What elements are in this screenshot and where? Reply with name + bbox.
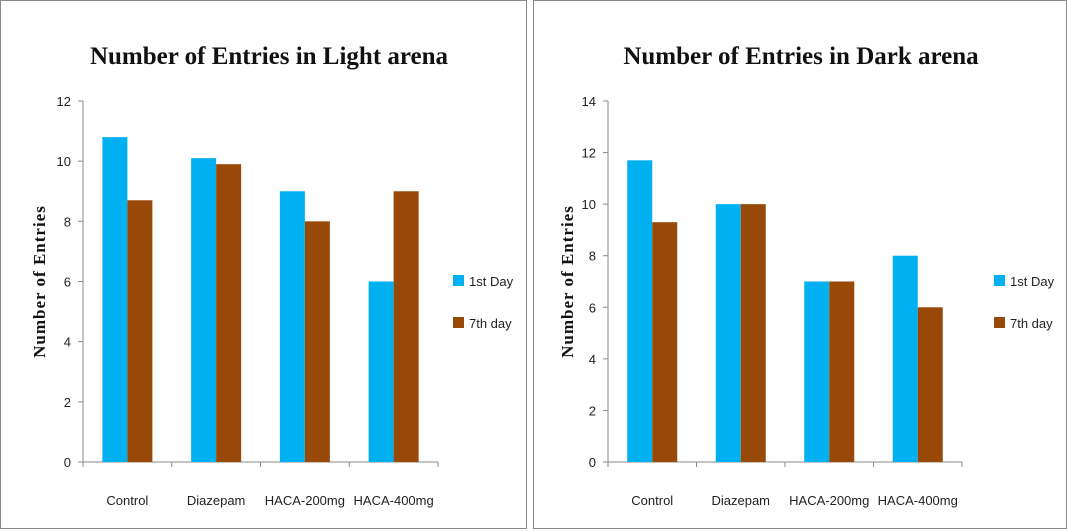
bar-1st-day	[102, 137, 128, 462]
chart-title: Number of Entries in Light arena	[90, 43, 449, 70]
legend-label: 1st Day	[1010, 274, 1055, 289]
x-tick-label: Control	[631, 493, 673, 508]
bar-7th-day	[304, 221, 330, 462]
y-axis-label: Number of Entries	[558, 205, 577, 358]
bar-1st-day	[191, 158, 217, 463]
y-tick-label: 6	[64, 275, 71, 290]
y-tick-label: 8	[64, 214, 71, 229]
y-tick-label: 0	[589, 455, 596, 470]
bar-7th-day	[917, 307, 943, 462]
y-tick-label: 0	[64, 455, 71, 470]
chart-panel-light: Number of Entries in Light arena Number o…	[0, 0, 527, 529]
bar-1st-day	[892, 255, 918, 462]
bar-7th-day	[740, 204, 766, 462]
x-tick-label: Diazepam	[711, 493, 770, 508]
bar-7th-day	[127, 200, 153, 462]
legend-label: 7th day	[1010, 316, 1053, 331]
legend-swatch	[453, 275, 464, 286]
y-tick-label: 10	[582, 197, 596, 212]
bar-1st-day	[715, 204, 741, 462]
y-tick-label: 14	[582, 94, 596, 109]
legend-label: 1st Day	[469, 274, 514, 289]
bar-7th-day	[393, 191, 419, 462]
bar-7th-day	[652, 222, 678, 462]
bar-1st-day	[368, 281, 394, 462]
bar-1st-day	[627, 160, 653, 463]
x-tick-label: HACA-200mg	[265, 493, 345, 508]
y-tick-label: 6	[589, 300, 596, 315]
bar-7th-day	[216, 164, 242, 463]
y-tick-label: 2	[64, 395, 71, 410]
y-tick-label: 12	[582, 146, 596, 161]
chart-light-arena: Number of Entries in Light arena Number o…	[30, 43, 514, 508]
chart-panel-dark: Number of Entries in Dark arena Number of…	[533, 0, 1067, 529]
y-axis-label: Number of Entries	[30, 205, 49, 358]
y-tick-label: 4	[589, 352, 596, 367]
y-tick-label: 12	[57, 94, 71, 109]
bar-7th-day	[829, 281, 855, 462]
x-tick-label: HACA-400mg	[878, 493, 958, 508]
legend-swatch	[453, 317, 464, 328]
y-tick-label: 8	[589, 249, 596, 264]
chart-dark-arena: Number of Entries in Dark arena Number of…	[558, 43, 1055, 508]
y-tick-label: 10	[57, 154, 71, 169]
x-tick-label: HACA-400mg	[354, 493, 434, 508]
x-tick-label: HACA-200mg	[789, 493, 869, 508]
bar-1st-day	[804, 281, 830, 462]
y-tick-label: 2	[589, 403, 596, 418]
bar-1st-day	[279, 191, 305, 462]
x-tick-label: Control	[106, 493, 148, 508]
legend-label: 7th day	[469, 316, 512, 331]
y-tick-label: 4	[64, 335, 71, 350]
chart-title: Number of Entries in Dark arena	[623, 43, 979, 70]
legend-swatch	[994, 275, 1005, 286]
legend-swatch	[994, 317, 1005, 328]
x-tick-label: Diazepam	[187, 493, 246, 508]
